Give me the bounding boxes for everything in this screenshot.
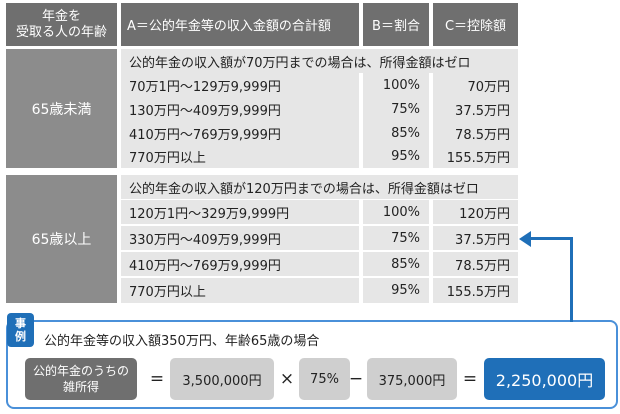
table-cell-income: 130万円〜409万9,999円 bbox=[121, 97, 359, 121]
table-cell-income: 410万円〜769万9,999円 bbox=[121, 121, 359, 145]
table-cell-rate: 100% bbox=[363, 73, 429, 97]
formula-rate: 75% bbox=[299, 358, 350, 400]
header-age: 年金を 受取る人の年齢 bbox=[6, 3, 117, 46]
example-tag: 事 例 bbox=[7, 313, 34, 347]
table-cell-income: 770万円以上 bbox=[121, 278, 359, 303]
example-tag-line2: 例 bbox=[15, 330, 26, 343]
table-cell-deduction: 155.5万円 bbox=[433, 278, 518, 303]
example-tag-line1: 事 bbox=[15, 317, 26, 330]
table-cell-deduction: 155.5万円 bbox=[433, 145, 518, 168]
header-rate: B＝割合 bbox=[363, 3, 429, 46]
table-cell-rate: 85% bbox=[363, 121, 429, 145]
connector-line-horizontal bbox=[527, 237, 573, 240]
header-age-line1: 年金を bbox=[41, 8, 81, 24]
table-cell-rate: 75% bbox=[363, 226, 429, 250]
connector-line-vertical bbox=[570, 238, 573, 322]
table-cell-rate: 100% bbox=[363, 200, 429, 224]
header-income: A＝公的年金等の収入金額の合計額 bbox=[121, 3, 359, 46]
group-note: 公的年金の収入額が70万円までの場合は、所得金額はゼロ bbox=[121, 49, 518, 73]
formula-income: 3,500,000円 bbox=[170, 358, 274, 400]
table-cell-rate: 85% bbox=[363, 252, 429, 276]
table-cell-income: 770万円以上 bbox=[121, 145, 359, 168]
group-label-under-65: 65歳未満 bbox=[6, 49, 117, 168]
equals-sign: = bbox=[149, 369, 165, 389]
table-cell-deduction: 37.5万円 bbox=[433, 226, 518, 250]
table-cell-income: 120万1円〜329万9,999円 bbox=[121, 200, 359, 224]
formula-deduction: 375,000円 bbox=[367, 358, 457, 400]
table-cell-deduction: 37.5万円 bbox=[433, 97, 518, 121]
table-cell-rate: 75% bbox=[363, 97, 429, 121]
group-label-65-plus: 65歳以上 bbox=[6, 175, 117, 303]
example-title: 公的年金等の収入額350万円、年齢65歳の場合 bbox=[44, 334, 320, 349]
table-cell-income: 410万円〜769万9,999円 bbox=[121, 252, 359, 276]
table-cell-rate: 95% bbox=[363, 145, 429, 168]
header-age-line2: 受取る人の年齢 bbox=[15, 24, 107, 40]
table-cell-income: 70万1円〜129万9,999円 bbox=[121, 73, 359, 97]
table-cell-deduction: 70万円 bbox=[433, 73, 518, 97]
formula-label: 公的年金のうちの 雑所得 bbox=[25, 358, 137, 400]
table-cell-income: 330万円〜409万9,999円 bbox=[121, 226, 359, 250]
table-cell-rate: 95% bbox=[363, 278, 429, 303]
formula-label-line1: 公的年金のうちの bbox=[32, 364, 129, 378]
table-cell-deduction: 78.5万円 bbox=[433, 121, 518, 145]
formula-result: 2,250,000円 bbox=[484, 358, 605, 400]
group-note: 公的年金の収入額が120万円までの場合は、所得金額はゼロ bbox=[121, 175, 518, 199]
times-sign: × bbox=[279, 369, 295, 389]
formula-label-line2: 雑所得 bbox=[62, 380, 99, 394]
table-cell-deduction: 120万円 bbox=[433, 200, 518, 224]
equals-sign: = bbox=[462, 369, 478, 389]
table-cell-deduction: 78.5万円 bbox=[433, 252, 518, 276]
arrow-left-icon bbox=[519, 231, 531, 247]
header-deduction: C＝控除額 bbox=[433, 3, 518, 46]
minus-sign: − bbox=[348, 369, 364, 389]
